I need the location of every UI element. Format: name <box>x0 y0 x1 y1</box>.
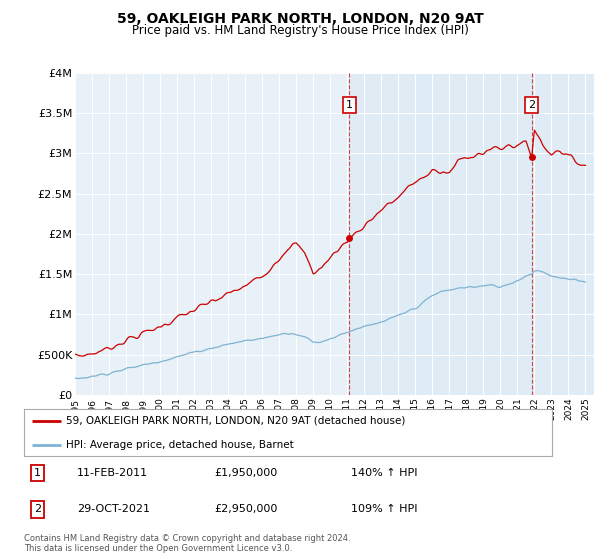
Text: 2: 2 <box>528 100 535 110</box>
Text: HPI: Average price, detached house, Barnet: HPI: Average price, detached house, Barn… <box>66 440 294 450</box>
Text: 11-FEB-2011: 11-FEB-2011 <box>77 468 148 478</box>
Text: £1,950,000: £1,950,000 <box>214 468 277 478</box>
Bar <box>349 73 594 395</box>
Text: 29-OCT-2021: 29-OCT-2021 <box>77 505 150 515</box>
Text: 1: 1 <box>346 100 353 110</box>
Point <box>344 234 354 242</box>
Text: 140% ↑ HPI: 140% ↑ HPI <box>352 468 418 478</box>
Text: £2,950,000: £2,950,000 <box>214 505 277 515</box>
Point <box>527 153 536 162</box>
Text: 109% ↑ HPI: 109% ↑ HPI <box>352 505 418 515</box>
Text: 2: 2 <box>34 505 41 515</box>
Text: 59, OAKLEIGH PARK NORTH, LONDON, N20 9AT: 59, OAKLEIGH PARK NORTH, LONDON, N20 9AT <box>116 12 484 26</box>
Text: 59, OAKLEIGH PARK NORTH, LONDON, N20 9AT (detached house): 59, OAKLEIGH PARK NORTH, LONDON, N20 9AT… <box>66 416 406 426</box>
Text: 1: 1 <box>34 468 41 478</box>
Text: Contains HM Land Registry data © Crown copyright and database right 2024.
This d: Contains HM Land Registry data © Crown c… <box>24 534 350 553</box>
Text: Price paid vs. HM Land Registry's House Price Index (HPI): Price paid vs. HM Land Registry's House … <box>131 24 469 37</box>
